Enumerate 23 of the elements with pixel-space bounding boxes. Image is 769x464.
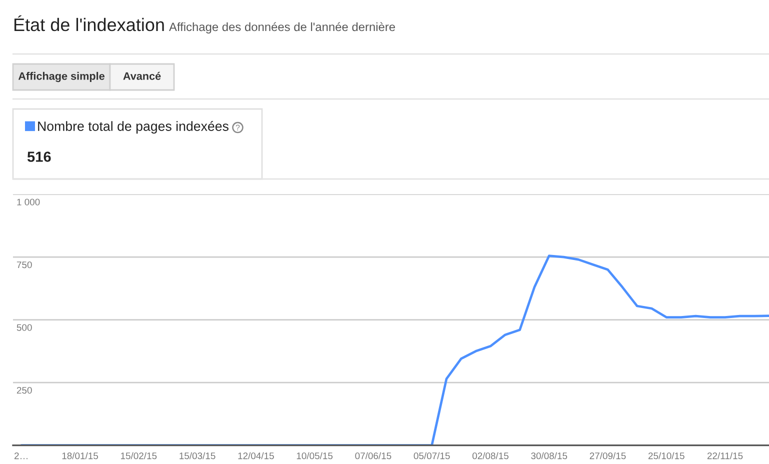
legend-label: Nombre total de pages indexées: [38, 121, 228, 134]
x-tick-label: 22/11/15: [707, 452, 743, 460]
x-tick-label: 05/07/15: [414, 452, 450, 460]
x-tick-label: 15/02/15: [120, 452, 157, 460]
x-tick-label: 02/08/15: [472, 452, 508, 460]
text: Affichage simple: [18, 72, 104, 82]
y-tick-label: 1 000: [17, 198, 40, 206]
x-tick-label: 07/06/15: [355, 452, 392, 460]
y-tick-label: 750: [16, 261, 32, 268]
chart-title: État de l'indexation: [14, 15, 164, 32]
chart-subtitle: Affichage des données de l'année dernière: [169, 22, 395, 34]
x-tick-label: 18/01/15: [62, 452, 98, 460]
x-tick-label: 30/08/15: [531, 452, 568, 460]
text: Avancé: [123, 72, 161, 80]
x-tick-label: 25/10/15: [648, 452, 684, 460]
x-tick-label: 27/09/15: [590, 452, 626, 460]
x-tick-label: 2…: [14, 452, 28, 460]
text: 516: [27, 152, 51, 162]
x-tick-label: 10/05/15: [296, 452, 333, 460]
x-tick-label: 15/03/15: [180, 452, 216, 460]
x-tick-label: 12/04/15: [238, 452, 274, 460]
y-tick-label: 500: [16, 324, 32, 331]
y-tick-label: 250: [16, 386, 32, 394]
